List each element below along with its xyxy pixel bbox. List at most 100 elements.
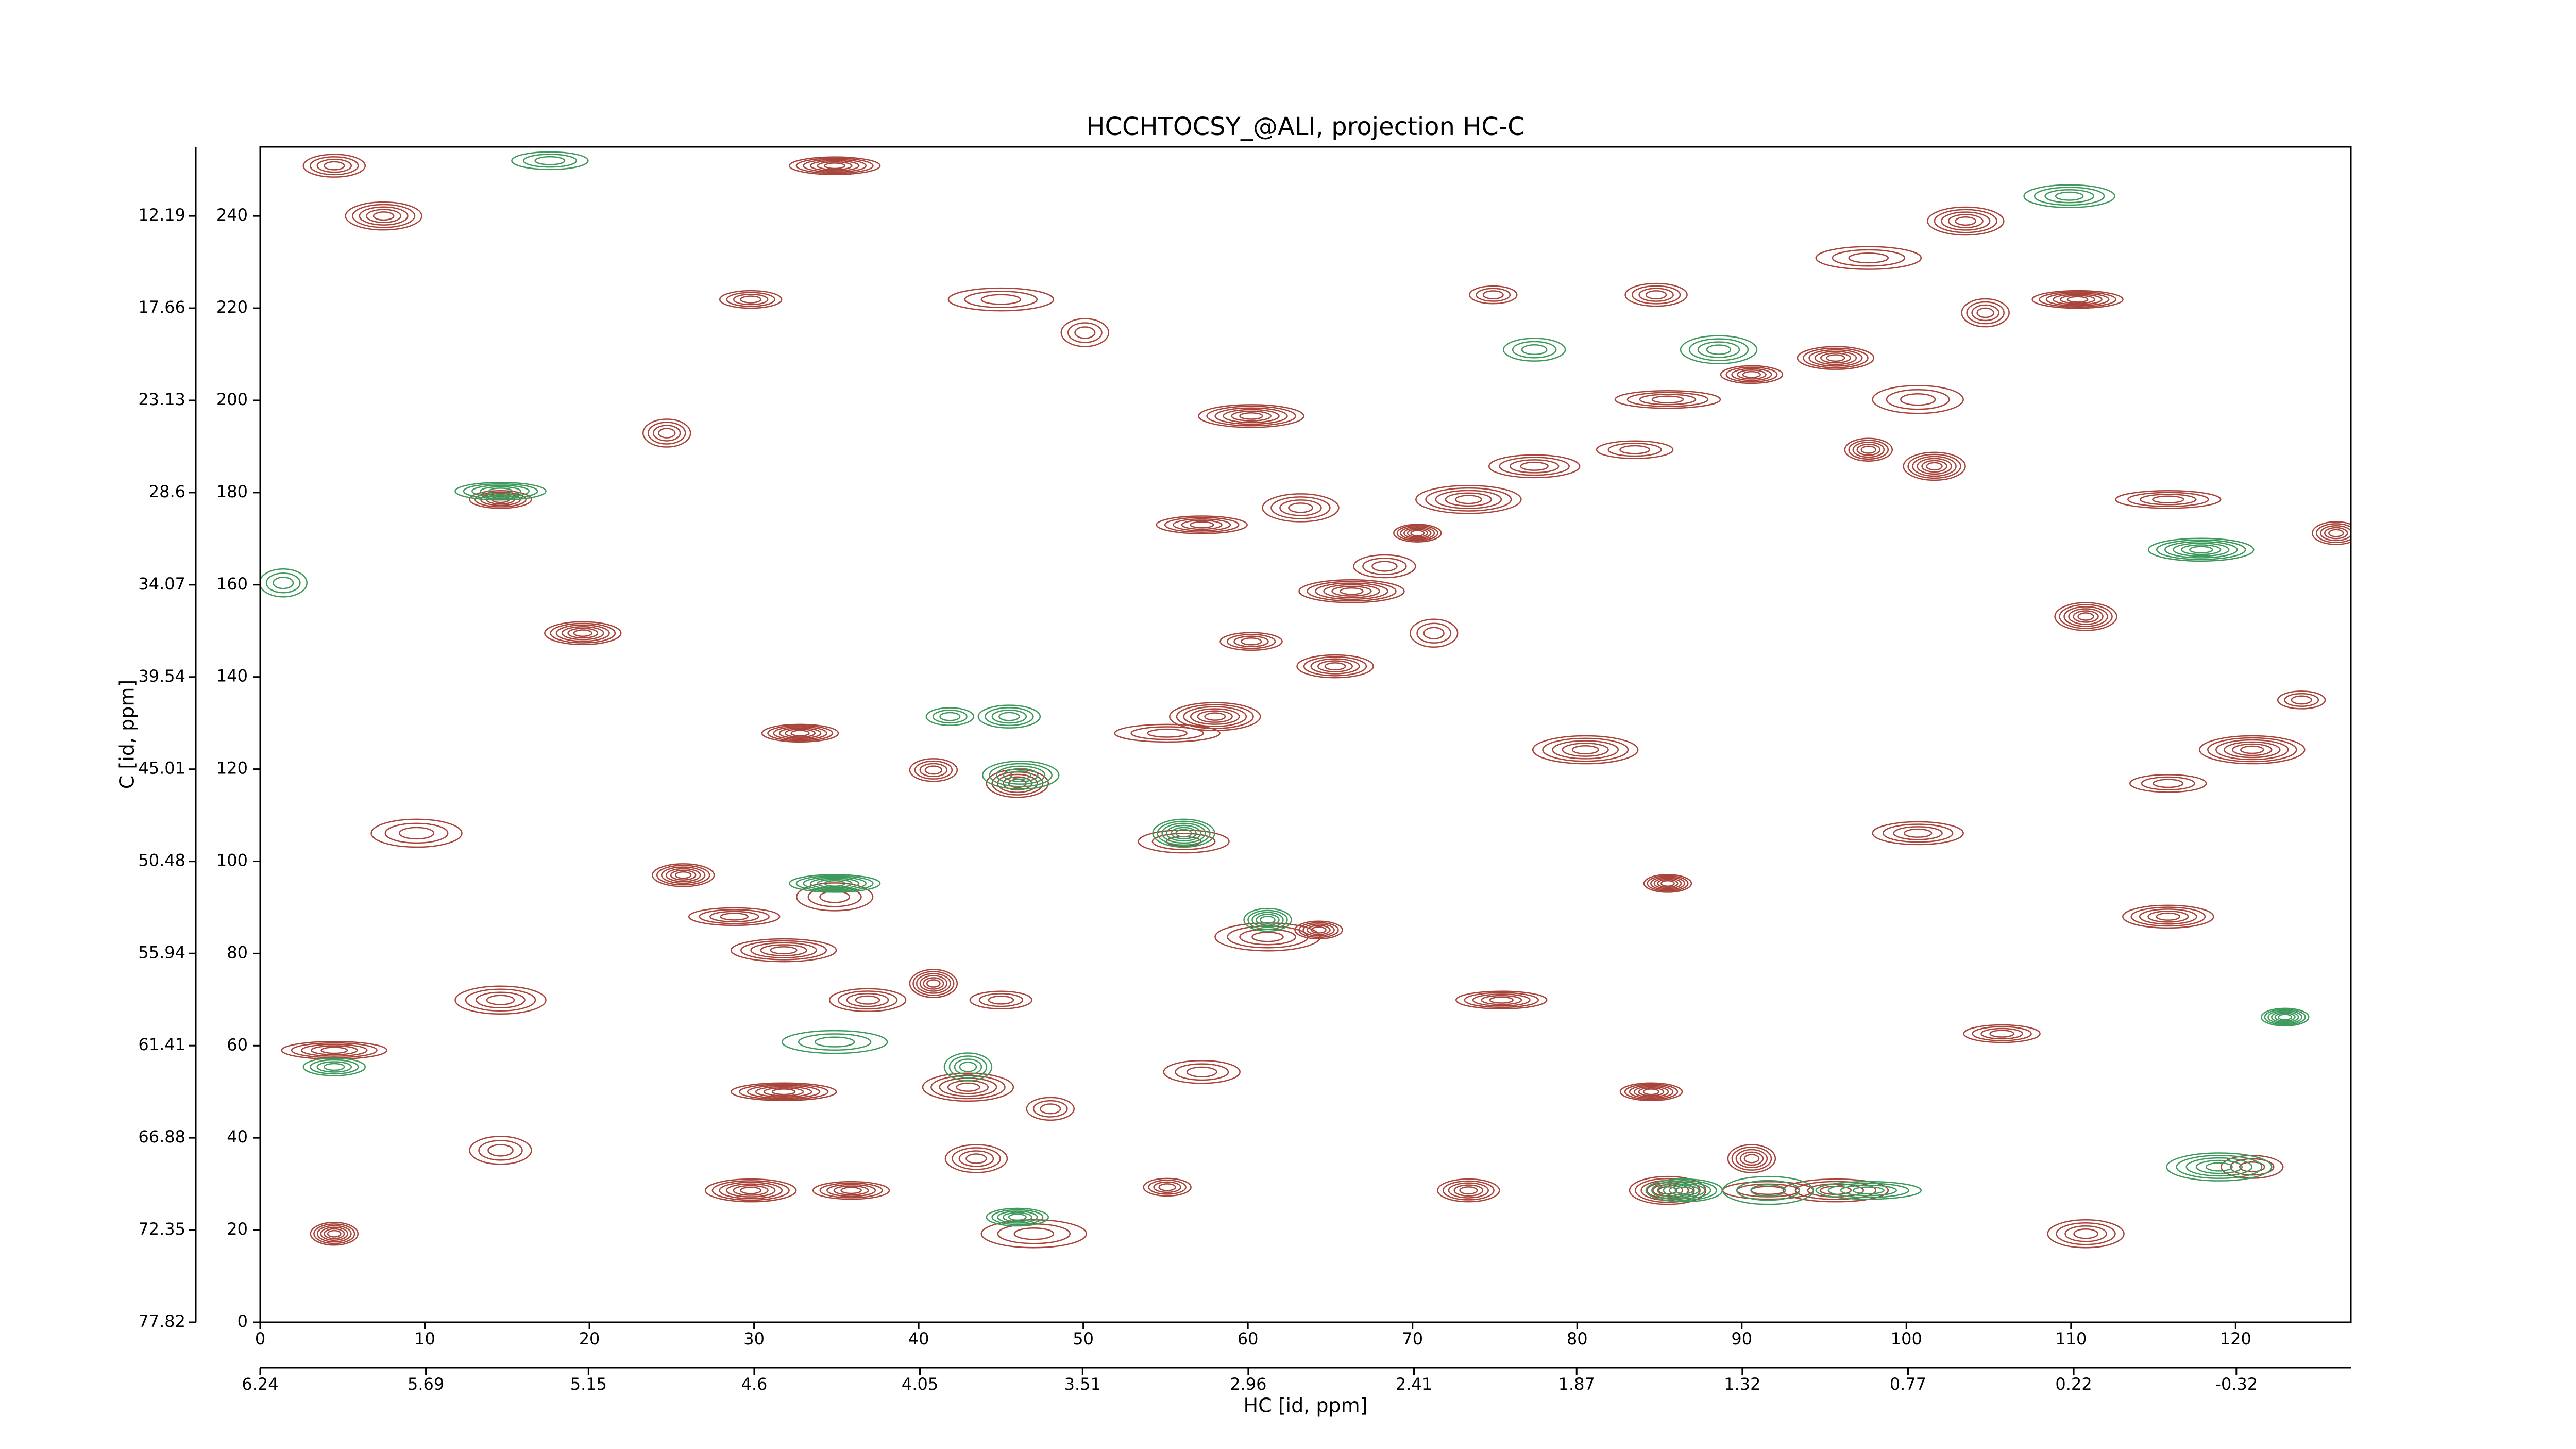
peak-contour [302,1057,366,1076]
contour-ring [798,1033,872,1051]
contour-ring [826,1184,876,1197]
contour-ring [986,769,1049,798]
contour-ring [837,990,898,1010]
peak-contour [2147,537,2255,562]
contour-ring [300,1043,368,1057]
contour-ring [1739,1151,1764,1166]
y2-tick-label: 55.94 [138,942,185,962]
contour-ring [1423,627,1445,639]
contour-ring [740,940,827,961]
contour-ring [959,1062,977,1072]
contour-ring [265,572,301,594]
contour-ring [324,1228,345,1239]
contour-ring [1270,496,1331,519]
peak-contour [1469,285,1518,305]
contour-ring [2073,610,2099,623]
peak-contour [1143,1177,1192,1197]
contour-ring [1542,737,1629,762]
peak-contour [788,156,881,175]
contour-ring [925,707,975,726]
contour-ring [939,712,961,721]
peak-contour [1152,818,1215,848]
contour-ring [488,487,513,495]
y-tick-label: 20 [227,1219,248,1239]
contour-ring [313,1223,355,1244]
contour-ring [747,1085,821,1099]
peak-contour [2166,1152,2273,1182]
contour-ring [2153,779,2184,788]
peak-contour [1409,618,1459,648]
x2-tick-label: 2.96 [1230,1374,1266,1394]
contour-ring [846,992,889,1007]
contour-ring [345,201,422,231]
contour-ring [1912,456,1957,477]
contour-ring [1706,344,1732,355]
contour-ring [573,629,592,637]
contour-ring [316,1061,352,1073]
contour-ring [1814,350,1857,365]
contour-ring [1260,916,1276,924]
contour-ring [1808,349,1863,367]
contour-ring [2278,1014,2293,1021]
contour-ring [1173,518,1231,532]
contour-ring [948,1055,988,1079]
contour-ring [1206,406,1296,427]
contour-ring [2033,187,2105,206]
contour-ring [1239,412,1263,420]
contour-ring [1668,1185,1700,1196]
contour-ring [980,294,1022,305]
contour-ring [544,621,622,645]
contour-ring [719,290,783,309]
contour-ring [2267,1010,2303,1024]
contour-ring [1697,341,1740,358]
contour-ring [310,1222,359,1246]
peak-contour [1455,990,1548,1009]
peak-contour [2023,184,2115,208]
contour-ring [1226,634,1276,649]
contour-ring [1454,495,1482,504]
peak-contour [1645,1178,1723,1203]
contour-ring [1310,658,1360,675]
contour-ring [978,993,1024,1007]
contour-ring [1802,347,1869,368]
contour-ring [327,1229,342,1238]
contour-ring [924,765,943,775]
contour-ring [770,946,798,955]
contour-ring [1183,706,1247,727]
contour-ring [1638,288,1674,302]
contour-ring [986,1207,1049,1227]
peak-contour [1963,1024,2041,1043]
y-tick-label: 140 [216,666,248,686]
contour-ring [2073,1228,2098,1239]
contour-ring [1903,828,1933,838]
peak-contour [795,882,874,912]
contour-ring [1169,702,1261,731]
x2-tick-label: 5.69 [408,1374,444,1394]
contour-ring [1181,519,1223,530]
peak-contour [1502,338,1566,362]
contour-ring [670,869,697,881]
contour-ring [763,1087,804,1097]
peak-contour [1720,365,1784,384]
peak-contour [1488,454,1581,479]
contour-ring [952,1147,1001,1170]
peak-contour [1437,1178,1500,1203]
contour-ring [550,622,616,644]
contour-ring [1971,304,1999,322]
contour-ring [1002,1212,1032,1222]
x-tick-label: 120 [2220,1329,2251,1349]
y-tick-label: 220 [216,297,248,317]
contour-ring [795,875,874,892]
contour-ring [1442,1180,1495,1201]
contour-ring [1153,1181,1181,1193]
x-tick-label: 90 [1731,1329,1752,1349]
contour-ring [1315,582,1388,600]
peak-contour [2277,690,2326,710]
y2-tick-label: 61.41 [138,1035,185,1054]
contour-ring [956,1082,980,1092]
contour-ring [1445,492,1492,507]
y2-tick-label: 45.01 [138,759,185,778]
contour-ring [642,418,691,448]
contour-ring [316,1225,352,1243]
contour-ring [1476,288,1511,302]
